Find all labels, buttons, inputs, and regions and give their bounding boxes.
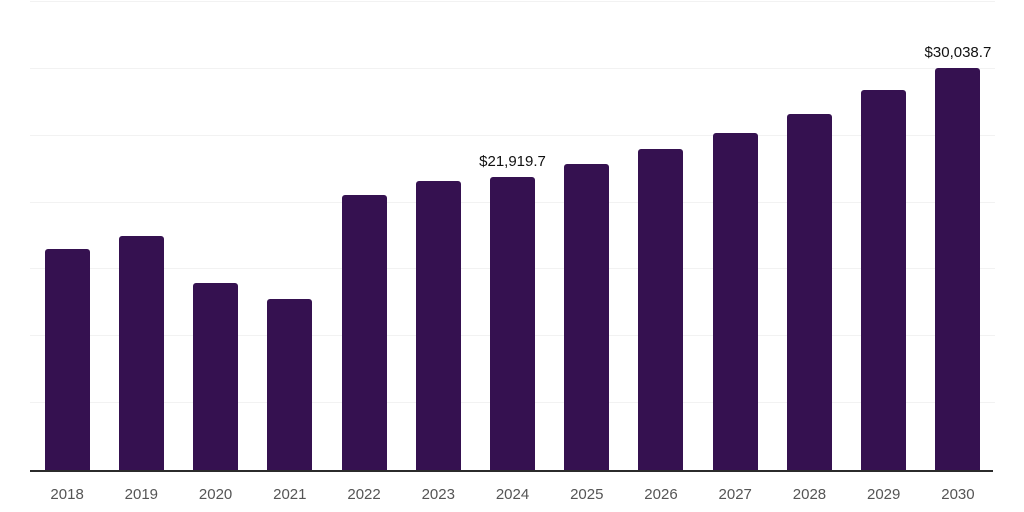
bar-group-2027 <box>698 2 772 470</box>
bar-group-2019 <box>104 2 178 470</box>
bar-2021 <box>267 298 313 470</box>
x-tick-label-2025: 2025 <box>570 486 604 503</box>
bar-2024 <box>490 176 536 470</box>
bar-2025 <box>564 163 610 470</box>
bar-2026 <box>638 149 684 470</box>
data-label-2030: $30,038.7 <box>924 44 992 62</box>
bar-group-2018 <box>30 2 104 470</box>
bar-group-2022 <box>327 2 401 470</box>
bar-2023 <box>415 180 461 470</box>
bar-2022 <box>341 195 387 470</box>
x-tick-label-2019: 2019 <box>124 486 159 503</box>
bar-group-2023 <box>401 2 475 470</box>
x-axis-line <box>30 470 993 472</box>
bar-series: $21,919.7 $30,038.7 <box>30 2 995 470</box>
x-tick-label-2021: 2021 <box>273 486 307 503</box>
bar-group-2020 <box>178 2 252 470</box>
gridline <box>30 1 995 2</box>
bar-2028 <box>786 114 832 470</box>
x-tick-label-2028: 2028 <box>792 486 827 503</box>
bar-group-2025 <box>550 2 624 470</box>
x-tick-label-2027: 2027 <box>718 486 752 503</box>
gridline <box>30 67 995 69</box>
bar-group-2026 <box>624 2 698 470</box>
bar-group-2028 <box>772 2 846 470</box>
plot-area: $21,919.7 $30,038.7 <box>30 1 995 470</box>
x-tick-label-2023: 2023 <box>421 486 455 503</box>
x-tick-label-2030: 2030 <box>941 486 975 503</box>
x-tick-label-2024: 2024 <box>495 486 530 503</box>
bar-group-2024: $21,919.7 <box>475 2 549 470</box>
bar-2020 <box>193 283 239 470</box>
bar-2030 <box>935 68 981 470</box>
x-axis: 2018 2019 2020 2021 2022 2023 2024 2025 2026 2027… <box>30 472 995 503</box>
bar-2027 <box>712 133 758 470</box>
x-tick-label-2029: 2029 <box>867 486 901 503</box>
x-tick-label-2018: 2018 <box>50 486 84 503</box>
gridline <box>30 134 995 136</box>
bar-group-2029 <box>847 2 921 470</box>
x-tick-label-2026: 2026 <box>644 486 678 503</box>
data-label-2024: $21,919.7 <box>479 152 546 170</box>
bar-group-2030: $30,038.7 <box>921 2 995 470</box>
bar-2019 <box>118 236 164 470</box>
bar-2018 <box>44 248 90 470</box>
bar-2029 <box>861 90 907 470</box>
x-tick-label-2020: 2020 <box>198 486 233 503</box>
bar-group-2021 <box>253 2 327 470</box>
bar-chart: $21,919.7 $30,038.7 2018 2019 2020 2021 2022 2… <box>30 0 995 512</box>
x-tick-label-2022: 2022 <box>347 486 381 503</box>
